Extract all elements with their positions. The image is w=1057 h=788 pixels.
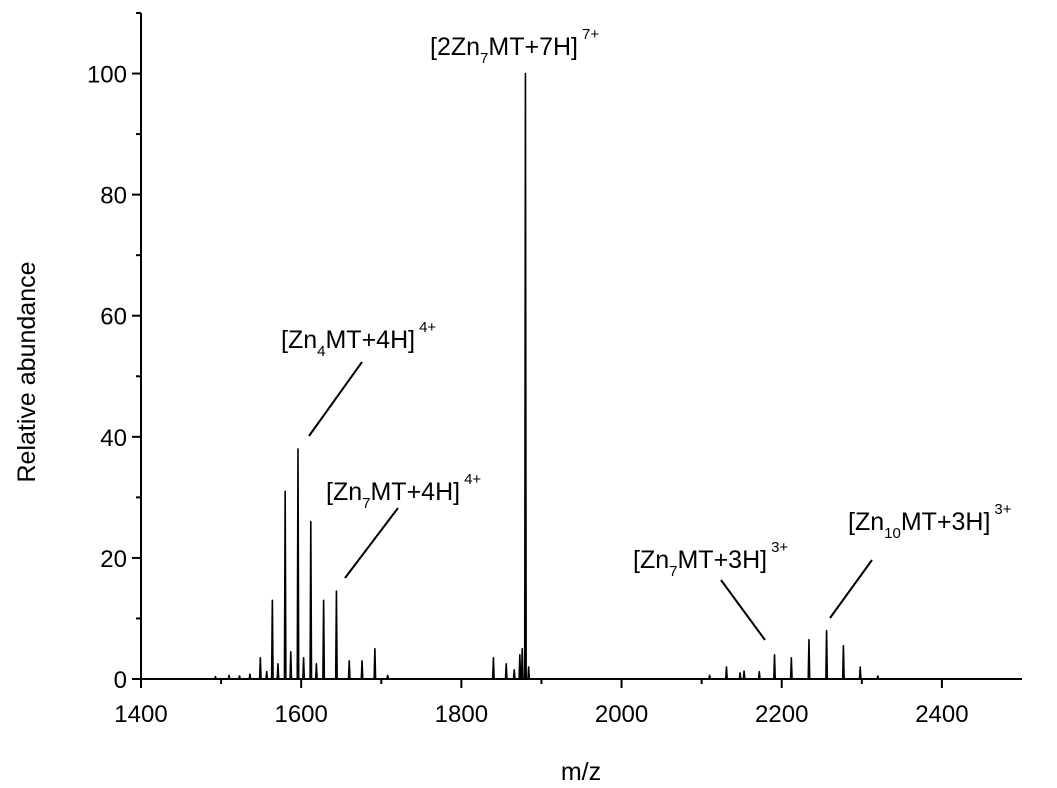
x-axis-title: m/z <box>561 758 601 786</box>
annotation-label: [Zn10MT+3H] 3+ <box>848 501 1012 542</box>
spectrum-series-line <box>141 72 1022 680</box>
y-tick-label: 40 <box>100 425 127 452</box>
annotation-label: [Zn7MT+4H] 4+ <box>326 471 481 512</box>
annotation-pointer <box>344 507 399 579</box>
annotation-pointer <box>308 361 363 437</box>
x-tick-label: 2400 <box>915 701 968 728</box>
y-tick-label: 20 <box>100 546 127 573</box>
y-tick-label: 80 <box>100 183 127 210</box>
x-axis-ticks: 1400 1600 1800 2000 2200 2400 <box>114 679 969 728</box>
x-tick-label: 1800 <box>435 701 488 728</box>
x-tick-label: 1400 <box>114 701 167 728</box>
annotation-label: [Zn7MT+3H] 3+ <box>633 539 788 580</box>
annotation-label: [Zn4MT+4H] 4+ <box>281 319 436 360</box>
y-tick-label: 60 <box>100 304 127 331</box>
y-axis-title: Relative abundance <box>13 262 41 483</box>
y-tick-label: 0 <box>114 667 127 694</box>
annotation-pointer <box>829 559 873 619</box>
annotation-pointer <box>720 579 766 641</box>
x-tick-label: 2200 <box>755 701 808 728</box>
y-tick-label: 100 <box>87 62 127 89</box>
y-axis-ticks: 0 20 40 60 80 100 <box>87 12 141 694</box>
x-tick-label: 1600 <box>274 701 327 728</box>
annotation-label: [2Zn7MT+7H] 7+ <box>430 26 599 67</box>
x-tick-label: 2000 <box>595 701 648 728</box>
